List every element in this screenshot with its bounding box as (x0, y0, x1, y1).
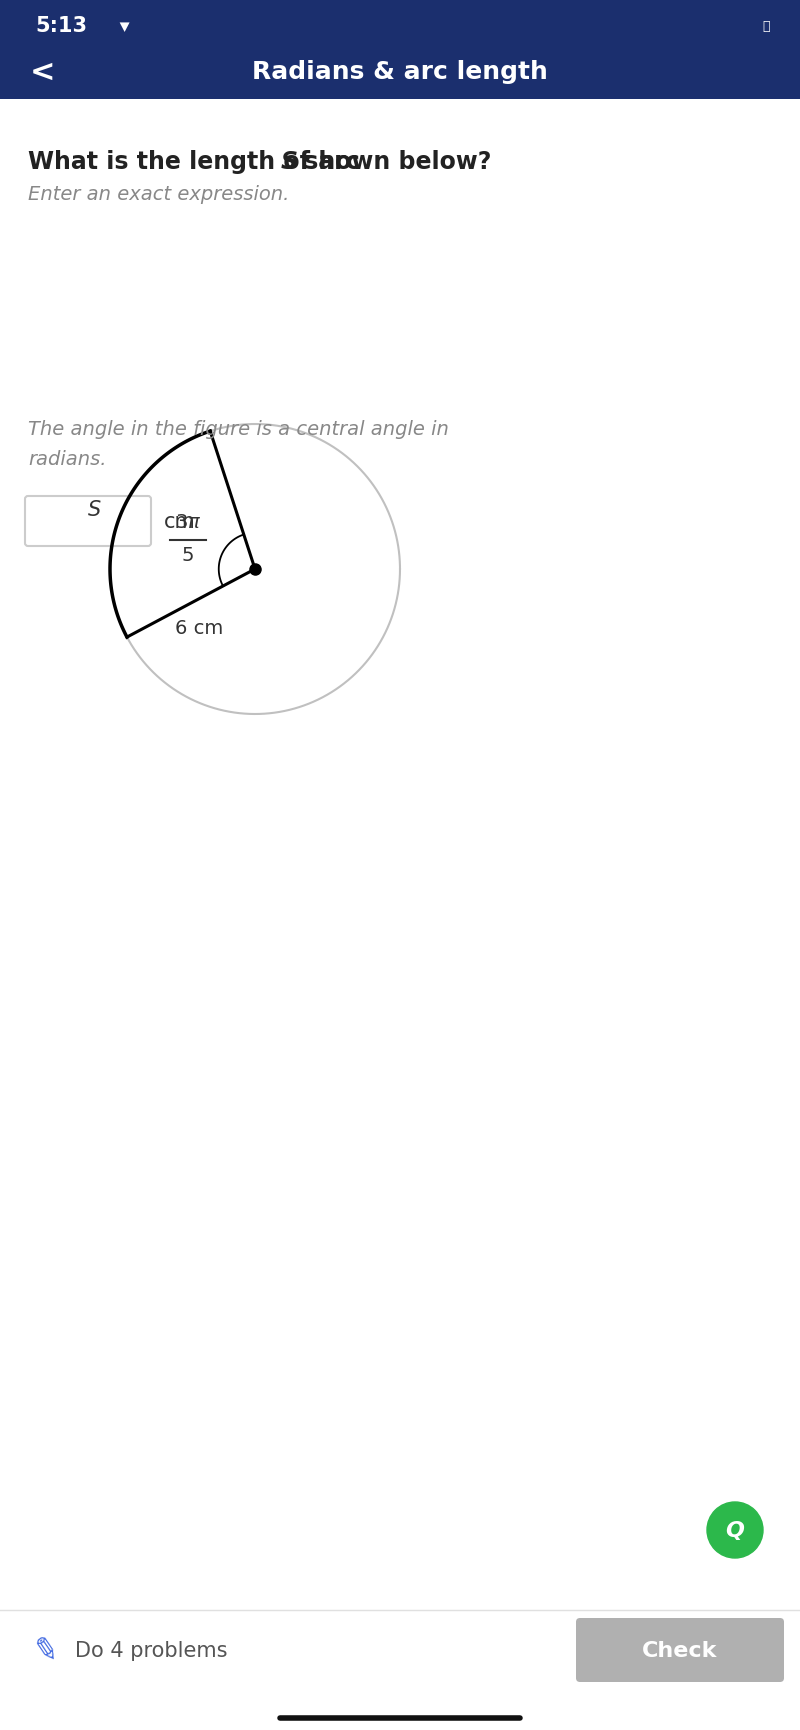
Bar (0, 1611, 800, 1730)
Text: 6 cm: 6 cm (175, 619, 224, 638)
Text: radians.: radians. (28, 450, 106, 469)
FancyBboxPatch shape (25, 497, 151, 547)
Text: Do 4 problems: Do 4 problems (75, 1640, 227, 1661)
Text: The angle in the figure is a central angle in: The angle in the figure is a central ang… (28, 420, 449, 439)
Text: Enter an exact expression.: Enter an exact expression. (28, 185, 290, 204)
Text: Q: Q (726, 1521, 745, 1540)
Text: 5: 5 (182, 545, 194, 564)
Text: What is the length of arc: What is the length of arc (28, 151, 368, 175)
Text: cm: cm (164, 512, 196, 531)
Text: Check: Check (642, 1640, 718, 1661)
FancyBboxPatch shape (576, 1618, 784, 1682)
Bar (0, 43, 800, 100)
Text: ✎: ✎ (30, 1633, 60, 1666)
Text: 🔋: 🔋 (762, 19, 770, 33)
Circle shape (707, 1502, 763, 1559)
Text: S: S (281, 151, 298, 175)
Text: S: S (88, 500, 102, 519)
Text: <: < (30, 57, 55, 86)
Text: $3\pi$: $3\pi$ (174, 512, 201, 531)
Text: 5:13: 5:13 (35, 16, 87, 36)
Text: shown below?: shown below? (296, 151, 491, 175)
Bar (0, 0, 800, 43)
Text: ◀: ◀ (118, 21, 131, 31)
Text: Radians & arc length: Radians & arc length (252, 61, 548, 85)
